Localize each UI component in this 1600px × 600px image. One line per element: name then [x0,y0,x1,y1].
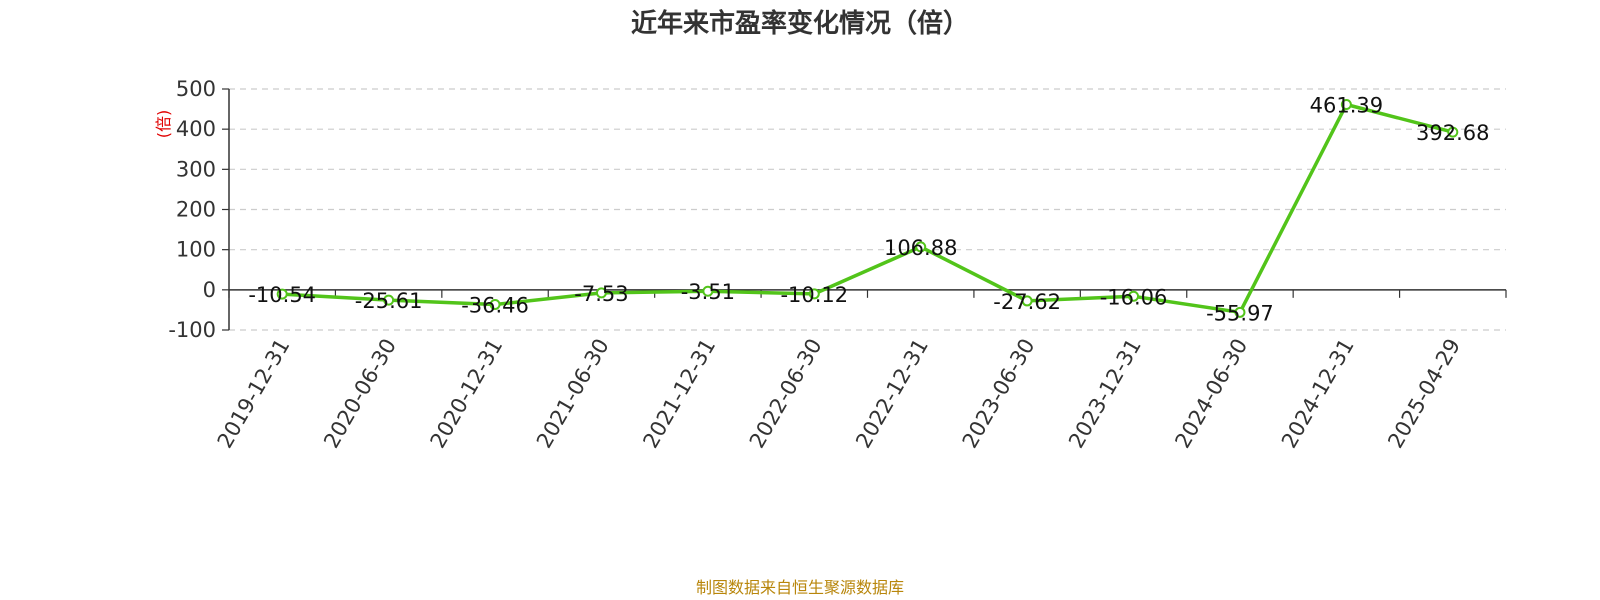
data-point [702,285,714,297]
data-point [1340,99,1352,111]
x-tick-label: 2021-12-31 [638,335,720,453]
data-point [276,288,288,300]
data-points [276,99,1459,318]
x-tick-label: 2025-04-29 [1383,335,1465,453]
y-tick-label: 500 [176,77,216,101]
y-tick-labels: -100 0 100 200 300 400 500 [168,77,216,342]
x-tick-label: 2023-06-30 [958,335,1040,453]
data-label: -55.97 [1206,301,1274,325]
chart-title: 近年来市盈率变化情况（倍） [630,9,969,39]
data-label: 461.39 [1310,94,1383,118]
data-label: 392.68 [1416,121,1489,145]
x-tick-label: 2023-12-31 [1064,335,1146,453]
x-tick-label: 2022-12-31 [851,334,933,452]
data-label: 106.88 [884,236,957,260]
data-point [1234,306,1246,318]
data-label: -3.51 [681,280,735,304]
data-label: -7.53 [574,282,628,306]
y-tick-label: 400 [176,117,216,141]
series-polyline [280,102,1455,315]
y-tick-label: 0 [203,278,216,302]
series-line [280,102,1455,315]
y-tick-label: 200 [176,198,216,222]
source-note: 制图数据来自恒生聚源数据库 [695,578,904,597]
data-label: -16.06 [1100,285,1168,309]
data-label: -25.61 [355,289,423,313]
data-point [383,294,395,306]
data-label: -10.54 [248,283,316,307]
data-point [915,241,927,253]
data-point [489,298,501,310]
x-tick-label: 2019-12-31 [213,335,295,453]
data-point [808,288,820,300]
data-label: -10.12 [780,283,848,307]
x-tick-label: 2022-06-30 [745,335,827,453]
y-tick-label: 100 [176,238,216,262]
x-tick-label: 2024-12-31 [1277,335,1359,453]
y-tick-label: 300 [176,157,216,181]
x-tick-labels: 2019-12-31 2020-06-30 2020-12-31 2021-06-30… [213,334,1465,452]
data-label: -27.62 [993,290,1061,314]
grid-lines [229,88,1506,331]
y-axis-label: (倍) [154,110,173,139]
y-tick-label: -100 [168,318,216,342]
data-labels: -10.54 -25.61 -36.46 -7.53 -3.51 -10.12 106.88… [248,94,1489,326]
x-tick-label: 2021-06-30 [532,335,614,453]
data-point [1021,295,1033,307]
data-point [595,287,607,299]
x-tick-label: 2020-12-31 [426,334,508,452]
data-point [1128,290,1140,302]
x-tick-label: 2024-06-30 [1170,335,1252,453]
axes [222,88,1507,331]
x-tick-label: 2020-06-30 [319,335,401,453]
data-point [1447,126,1459,138]
data-label: -36.46 [461,293,529,317]
